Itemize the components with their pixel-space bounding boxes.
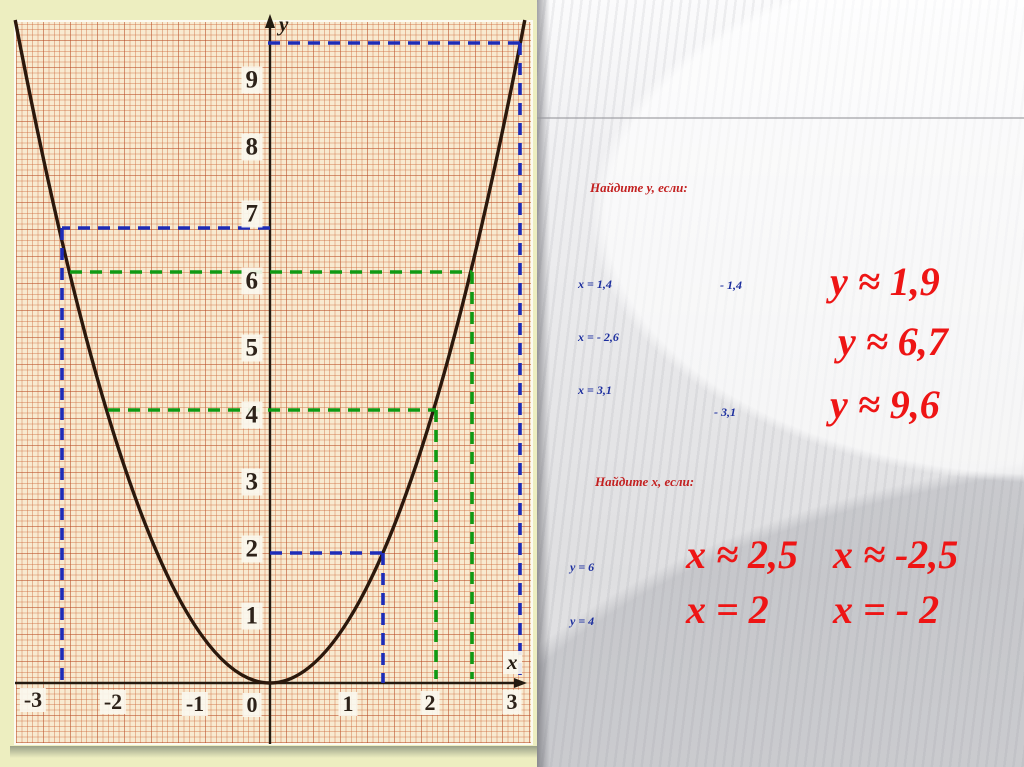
given-y-2: у = 4 — [570, 614, 595, 628]
answer-y-2: у ≈ 6,7 — [838, 319, 948, 364]
y-tick-7: 7 — [241, 200, 262, 228]
x-tick-1: 1 — [338, 692, 358, 716]
y-tick-1: 1 — [241, 602, 262, 630]
graph-paper-grid — [14, 20, 533, 745]
answer-y-1: у ≈ 1,9 — [830, 259, 940, 304]
y-tick-5: 5 — [241, 334, 262, 362]
given-x-2: х = - 2,6 — [578, 330, 619, 344]
note-x-1: - 1,4 — [720, 278, 742, 292]
x-tick-neg2: -2 — [99, 690, 127, 714]
graph-photo: y x 9 8 7 6 5 4 3 2 1 -3 -2 -1 0 1 2 3 — [0, 0, 537, 767]
x-tick-0: 0 — [242, 693, 262, 717]
y-tick-4: 4 — [241, 401, 262, 429]
answer-y-3: у ≈ 9,6 — [830, 382, 940, 427]
find-x-title: Найдите х, если: — [595, 474, 695, 489]
green-dashed-guides — [70, 270, 474, 679]
x-tick-3: 3 — [502, 690, 522, 714]
given-x-1: х = 1,4 — [578, 277, 612, 291]
y-tick-8: 8 — [241, 133, 262, 161]
x-tick-neg3: -3 — [19, 688, 47, 712]
y-tick-6: 6 — [241, 267, 262, 295]
x-tick-neg1: -1 — [181, 692, 209, 716]
x-axis-label: x — [503, 651, 522, 674]
y-tick-2: 2 — [241, 535, 262, 563]
y-tick-9: 9 — [241, 66, 262, 94]
y-axis-arrow-icon — [265, 14, 275, 28]
given-y-1: у = 6 — [570, 560, 595, 574]
x-axis-arrow-icon — [514, 678, 527, 688]
y-tick-3: 3 — [241, 468, 262, 496]
y-axis-label: y — [279, 12, 289, 36]
photo-bottom-shadow — [10, 746, 537, 758]
photo-edge-shadow — [537, 0, 550, 767]
slide-divider-line — [537, 117, 1024, 119]
answer-x-2b: х = - 2 — [833, 587, 940, 632]
answer-x-1a: х ≈ 2,5 — [686, 532, 798, 577]
answer-x-2a: х = 2 — [686, 587, 769, 632]
parabola-curve — [13, 19, 527, 685]
blue-dashed-guides — [60, 41, 522, 683]
find-y-title: Найдите у, если: — [590, 180, 688, 195]
note-x-3: - 3,1 — [714, 405, 736, 419]
given-x-3: х = 3,1 — [578, 383, 612, 397]
answer-x-1b: х ≈ -2,5 — [833, 532, 959, 577]
parabola-plot — [13, 14, 527, 744]
x-tick-2: 2 — [420, 691, 440, 715]
